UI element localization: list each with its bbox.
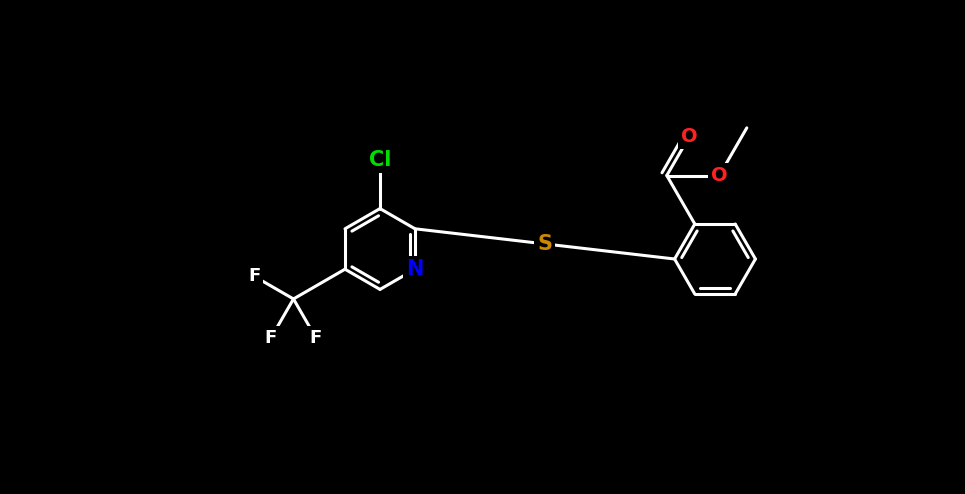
Text: F: F [264,329,277,347]
Text: Cl: Cl [369,150,391,169]
Text: N: N [406,259,424,279]
Text: F: F [248,267,261,286]
Text: S: S [538,234,552,254]
Text: O: O [711,166,728,185]
Text: F: F [310,329,322,347]
Text: O: O [681,127,698,146]
